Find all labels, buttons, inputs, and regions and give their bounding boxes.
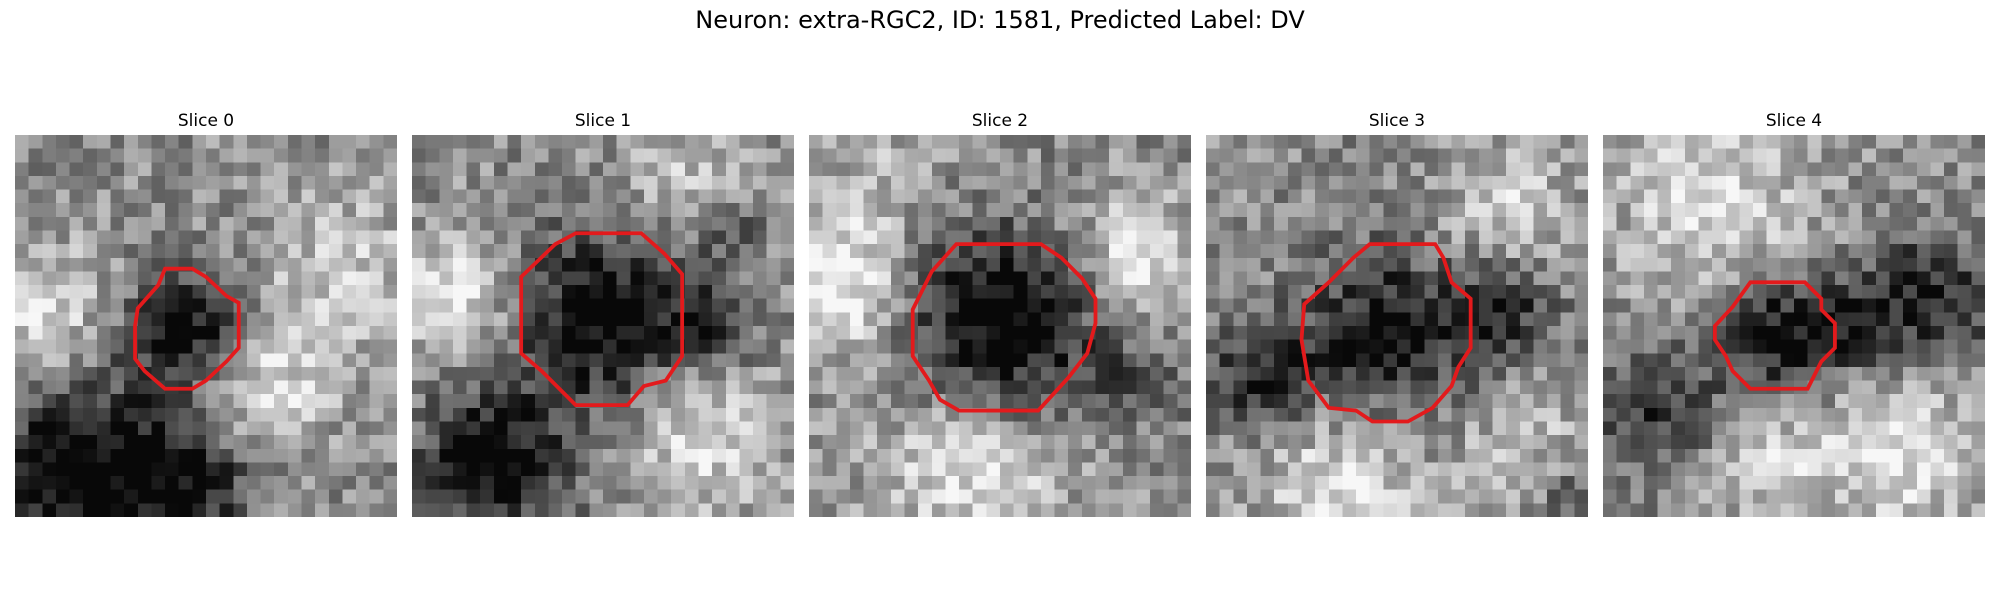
slice-title-3: Slice 3 bbox=[1368, 111, 1426, 131]
cell-outline-0 bbox=[133, 266, 241, 391]
cell-outline-1 bbox=[519, 231, 685, 408]
cell-outline-3 bbox=[1299, 242, 1473, 424]
slice-image-3 bbox=[1206, 135, 1588, 517]
slice-title-0: Slice 0 bbox=[177, 111, 235, 131]
slice-image-4 bbox=[1603, 135, 1985, 517]
figure-title: Neuron: extra-RGC2, ID: 1581, Predicted … bbox=[695, 6, 1305, 34]
slice-title-4: Slice 4 bbox=[1765, 111, 1823, 131]
slice-title-1: Slice 1 bbox=[574, 111, 632, 131]
slice-panel-3: Slice 3 bbox=[1206, 109, 1588, 517]
slice-image-0 bbox=[15, 135, 397, 517]
slice-panel-4: Slice 4 bbox=[1603, 109, 1985, 517]
slice-title-2: Slice 2 bbox=[971, 111, 1029, 131]
slice-image-2 bbox=[809, 135, 1191, 517]
cell-outline-4 bbox=[1712, 280, 1837, 391]
slice-panel-2: Slice 2 bbox=[809, 109, 1191, 517]
slice-image-1 bbox=[412, 135, 794, 517]
slice-panel-1: Slice 1 bbox=[412, 109, 794, 517]
slice-panel-0: Slice 0 bbox=[15, 109, 397, 517]
cell-outline-2 bbox=[910, 242, 1098, 413]
